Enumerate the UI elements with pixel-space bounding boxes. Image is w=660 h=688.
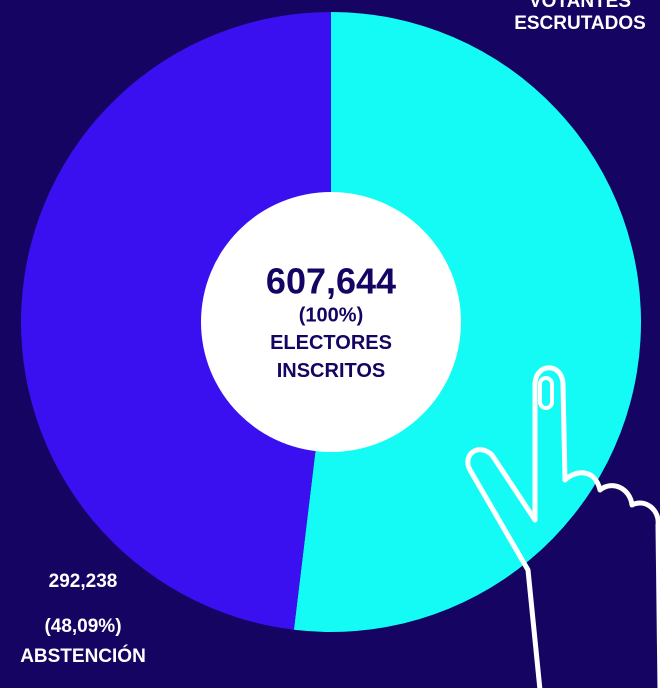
labels: VOTANTES ESCRUTADOS 292,238 (48,09%) ABSTENC… [20, 0, 646, 667]
hand-icon [465, 365, 660, 688]
pie [21, 11, 642, 633]
pie-slice [21, 12, 331, 630]
slice-label: ABSTENCIÓN [20, 645, 146, 667]
pie-slice [293, 11, 642, 633]
center-hole [201, 192, 461, 452]
value-label: (48,09%) [44, 616, 121, 637]
slice-label: VOTANTES ESCRUTADOS [514, 0, 646, 34]
hand-icon-nail [538, 376, 554, 410]
count-label: 292,238 [49, 571, 118, 592]
center-percent: (100%) [299, 304, 363, 326]
center-value: 607,644 [266, 261, 396, 302]
center-label: ELECTORES INSCRITOS [270, 332, 392, 382]
